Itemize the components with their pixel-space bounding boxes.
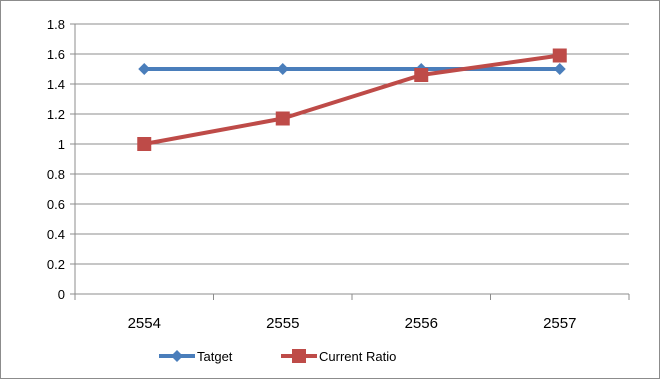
x-tick-label: 2554 — [128, 315, 161, 332]
y-tick-label: 1 — [58, 137, 65, 152]
y-tick-label: 1.6 — [47, 47, 65, 62]
y-tick-label: 1.4 — [47, 77, 65, 92]
legend-label: Current Ratio — [319, 349, 396, 364]
current-ratio-point — [552, 48, 567, 63]
y-tick-label: 0.2 — [47, 257, 65, 272]
current-ratio-point — [414, 68, 429, 82]
y-tick-label: 0.8 — [47, 167, 65, 182]
y-tick-label: 0 — [58, 287, 65, 302]
x-tick-label: 2556 — [405, 315, 438, 332]
current-ratio-point — [275, 111, 290, 126]
legend-marker-1 — [292, 349, 306, 363]
tatget-point — [276, 63, 289, 75]
y-tick-label: 1.2 — [47, 107, 65, 122]
x-tick-label: 2557 — [543, 315, 576, 332]
tatget-point — [138, 63, 151, 75]
y-tick-label: 0.6 — [47, 197, 65, 212]
y-tick-label: 1.8 — [47, 17, 65, 32]
series-line-current-ratio — [142, 53, 562, 146]
legend-marker-0 — [171, 350, 183, 362]
y-tick-label: 0.4 — [47, 227, 65, 242]
tatget-point — [553, 63, 566, 75]
current-ratio-point — [137, 137, 152, 151]
legend-label: Tatget — [197, 349, 233, 364]
x-tick-label: 2555 — [266, 315, 299, 332]
